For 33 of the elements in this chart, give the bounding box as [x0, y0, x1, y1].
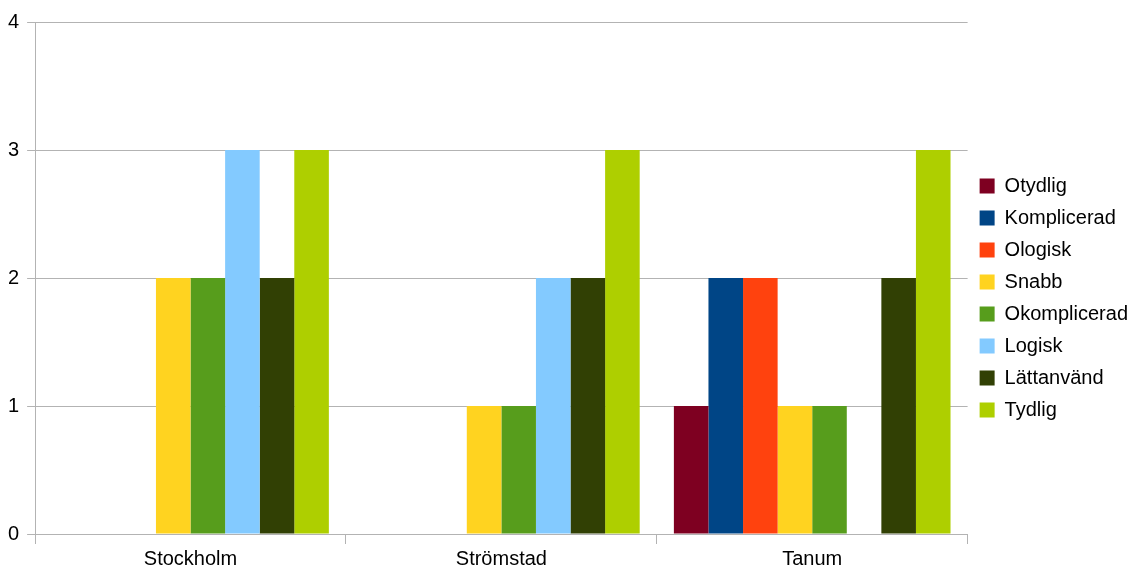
legend-label: Tydlig	[1004, 397, 1057, 420]
bar	[777, 406, 813, 534]
y-tick-label: 0	[8, 521, 20, 544]
legend-label: Logisk	[1004, 333, 1064, 356]
bar	[881, 278, 916, 534]
bar	[155, 278, 191, 534]
bar	[915, 150, 951, 534]
x-tick-label: Stockholm	[143, 546, 238, 569]
legend-label: Otydlig	[1004, 173, 1067, 196]
legend-label: Ologisk	[1004, 237, 1073, 260]
bar	[466, 406, 502, 534]
bar	[501, 406, 536, 534]
legend-label: Komplicerad	[1004, 205, 1116, 228]
bar	[259, 278, 295, 534]
bar	[294, 150, 329, 534]
legend-label: Snabb	[1004, 269, 1063, 292]
legend-label: Lättanvänd	[1004, 365, 1104, 388]
bar	[743, 278, 778, 534]
bar	[605, 150, 640, 534]
y-tick-label: 3	[8, 137, 20, 160]
bar	[812, 406, 847, 534]
bar	[708, 278, 744, 534]
bar	[570, 278, 606, 534]
bar	[190, 278, 226, 534]
legend-label: Okomplicerad	[1004, 301, 1129, 324]
y-tick-label: 2	[8, 265, 20, 288]
y-tick-label: 1	[8, 393, 20, 416]
bar	[225, 150, 260, 534]
x-tick-label: Strömstad	[455, 546, 547, 569]
x-tick-label: Tanum	[782, 546, 843, 569]
y-tick-label: 4	[8, 9, 20, 32]
bar	[535, 278, 571, 534]
bar	[673, 406, 709, 534]
